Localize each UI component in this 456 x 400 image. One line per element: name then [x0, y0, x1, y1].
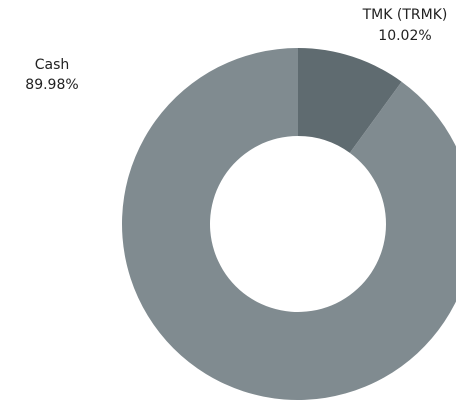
slice-label: Cash [35, 57, 70, 73]
slice-label: TMK (TRMK) [362, 7, 448, 23]
slice [122, 48, 456, 400]
slice [298, 48, 402, 153]
slice-value-label: 10.02% [378, 28, 431, 44]
slice-value-label: 89.98% [25, 77, 78, 93]
